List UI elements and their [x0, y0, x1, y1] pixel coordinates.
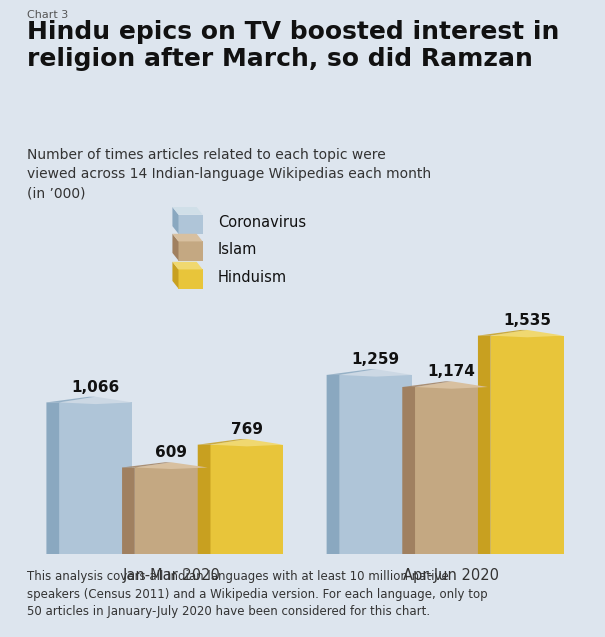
- Polygon shape: [198, 439, 247, 445]
- Polygon shape: [491, 330, 563, 338]
- Polygon shape: [478, 336, 491, 554]
- Text: Islam: Islam: [218, 241, 257, 257]
- Polygon shape: [122, 462, 171, 468]
- Polygon shape: [339, 369, 412, 376]
- Polygon shape: [47, 397, 96, 403]
- Polygon shape: [172, 262, 178, 289]
- Polygon shape: [402, 382, 451, 387]
- Polygon shape: [327, 369, 376, 375]
- Polygon shape: [402, 387, 415, 554]
- Polygon shape: [59, 397, 132, 404]
- Polygon shape: [415, 382, 488, 389]
- Polygon shape: [172, 234, 178, 261]
- Polygon shape: [172, 262, 203, 269]
- Polygon shape: [135, 462, 208, 469]
- Text: 1,535: 1,535: [503, 313, 551, 328]
- Text: Apr-Jun 2020: Apr-Jun 2020: [404, 568, 500, 583]
- Polygon shape: [172, 207, 178, 234]
- Polygon shape: [415, 387, 488, 554]
- Text: Number of times articles related to each topic were
viewed across 14 Indian-lang: Number of times articles related to each…: [27, 148, 431, 201]
- Text: 609: 609: [155, 445, 187, 460]
- Text: 1,066: 1,066: [71, 380, 120, 394]
- Polygon shape: [198, 445, 211, 554]
- Text: Hinduism: Hinduism: [218, 269, 287, 285]
- Polygon shape: [135, 468, 208, 554]
- Polygon shape: [47, 403, 59, 554]
- Polygon shape: [339, 375, 412, 554]
- Text: Hindu epics on TV boosted interest in
religion after March, so did Ramzan: Hindu epics on TV boosted interest in re…: [27, 20, 560, 71]
- Polygon shape: [172, 234, 203, 241]
- Polygon shape: [122, 468, 135, 554]
- Polygon shape: [211, 445, 283, 554]
- Polygon shape: [178, 269, 203, 289]
- Polygon shape: [172, 207, 203, 215]
- Polygon shape: [211, 439, 283, 447]
- Text: 1,174: 1,174: [428, 364, 476, 379]
- Text: Coronavirus: Coronavirus: [218, 215, 306, 230]
- Text: Jan-Mar 2020: Jan-Mar 2020: [122, 568, 220, 583]
- Text: Chart 3: Chart 3: [27, 10, 68, 20]
- Text: 1,259: 1,259: [352, 352, 400, 367]
- Polygon shape: [178, 241, 203, 261]
- Polygon shape: [59, 403, 132, 554]
- Text: This analysis covers all Indian languages with at least 10 million native
speake: This analysis covers all Indian language…: [27, 570, 488, 618]
- Polygon shape: [327, 375, 339, 554]
- Text: 769: 769: [231, 422, 263, 437]
- Polygon shape: [491, 336, 563, 554]
- Polygon shape: [178, 215, 203, 234]
- Polygon shape: [478, 330, 527, 336]
